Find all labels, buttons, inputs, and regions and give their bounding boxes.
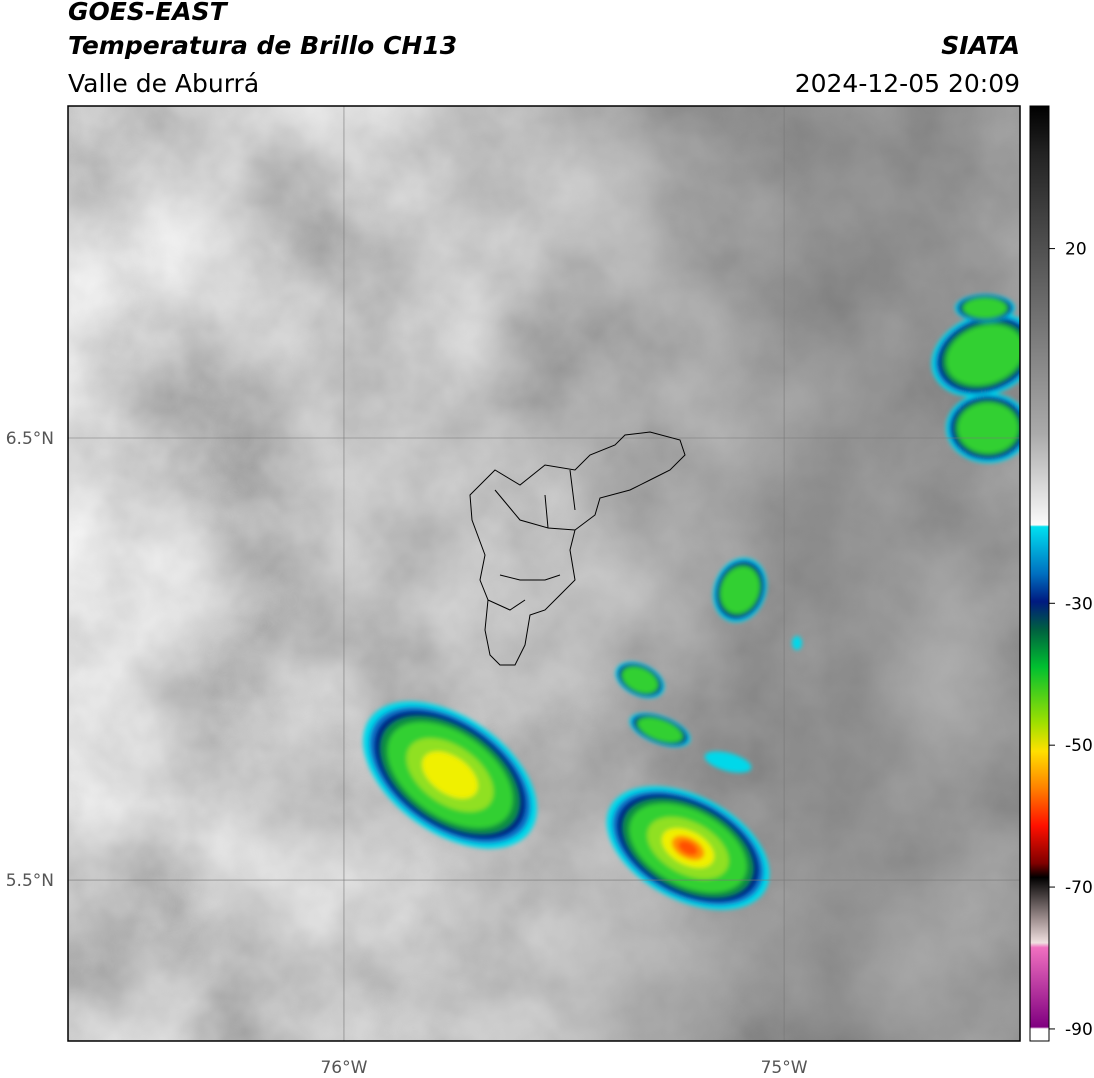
storm-layer	[946, 324, 1020, 386]
grid	[68, 106, 1020, 1041]
colorbar	[1029, 105, 1050, 1042]
x-tick-label: 76°W	[320, 1058, 367, 1078]
axes: 76°W 75°W 6.5°N 5.5°N 20 -30 -50 -70 -90	[6, 240, 1093, 1078]
y-tick-label: 5.5°N	[6, 871, 54, 891]
shade	[68, 106, 1020, 1041]
colorbar-tick-label: -50	[1065, 736, 1093, 756]
satellite-image	[68, 106, 1020, 1041]
colorbar-tick-label: -30	[1065, 594, 1093, 614]
y-tick-label: 6.5°N	[6, 429, 54, 449]
colorbar-tick-label: -90	[1065, 1020, 1093, 1040]
source: SIATA	[941, 31, 1020, 60]
valley-outline	[469, 431, 686, 666]
storm-cells	[363, 294, 1020, 910]
colorbar-tick-label: -70	[1065, 878, 1093, 898]
map-frame	[67, 105, 1021, 1042]
datetime: 2024-12-05 20:09	[795, 69, 1020, 98]
storm-layer	[704, 751, 752, 773]
region: Valle de Aburrá	[68, 69, 259, 98]
storm-layer	[638, 717, 682, 743]
storm-layer	[957, 402, 1019, 454]
subtitle: Temperatura de Brillo CH13	[68, 31, 457, 60]
storm-layer	[622, 666, 658, 694]
x-tick-label: 75°W	[761, 1058, 808, 1078]
storm-layer	[792, 636, 802, 650]
storm-layer	[720, 566, 760, 614]
storm-layer	[963, 297, 1007, 319]
colorbar-tick-label: 20	[1065, 240, 1087, 260]
storm-layer	[422, 751, 478, 799]
storm-layer	[678, 840, 698, 856]
title: GOES-EAST	[68, 0, 229, 26]
